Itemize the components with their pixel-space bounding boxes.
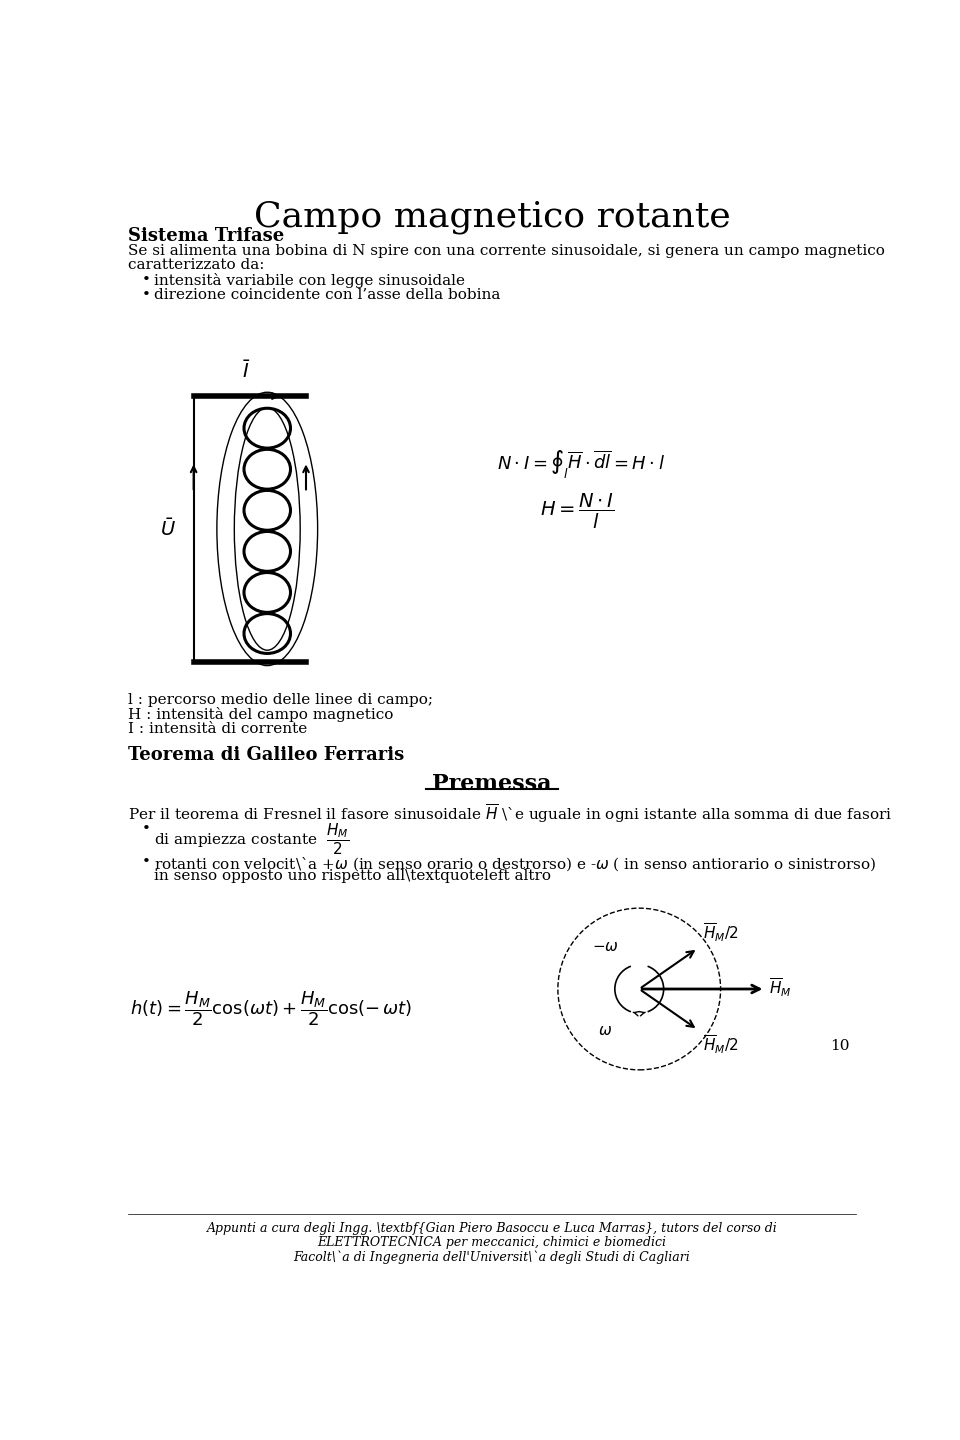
Text: Campo magnetico rotante: Campo magnetico rotante bbox=[253, 200, 731, 233]
Text: Se si alimenta una bobina di N spire con una corrente sinusoidale, si genera un : Se si alimenta una bobina di N spire con… bbox=[128, 245, 884, 258]
Text: I : intensità di corrente: I : intensità di corrente bbox=[128, 721, 307, 736]
Text: $\overline{H}_M/2$: $\overline{H}_M/2$ bbox=[703, 922, 738, 945]
Text: H : intensità del campo magnetico: H : intensità del campo magnetico bbox=[128, 707, 394, 723]
Text: •: • bbox=[142, 822, 151, 835]
Text: •: • bbox=[142, 288, 151, 301]
Text: Facolt\`a di Ingegneria dell'Universit\`a degli Studi di Cagliari: Facolt\`a di Ingegneria dell'Universit\`… bbox=[294, 1250, 690, 1263]
Text: •: • bbox=[142, 274, 151, 287]
Text: $-\omega$: $-\omega$ bbox=[591, 940, 618, 953]
Text: Premessa: Premessa bbox=[432, 773, 552, 795]
Text: $\overline{H}_M$: $\overline{H}_M$ bbox=[769, 976, 792, 999]
Text: $h(t) = \dfrac{H_M}{2}\cos(\omega t) + \dfrac{H_M}{2}\cos(-\,\omega t)$: $h(t) = \dfrac{H_M}{2}\cos(\omega t) + \… bbox=[130, 989, 412, 1028]
Text: direzione coincidente con l’asse della bobina: direzione coincidente con l’asse della b… bbox=[155, 288, 500, 301]
Text: •: • bbox=[142, 855, 151, 868]
Text: Teorema di Galileo Ferraris: Teorema di Galileo Ferraris bbox=[128, 746, 404, 765]
Text: intensità variabile con legge sinusoidale: intensità variabile con legge sinusoidal… bbox=[155, 274, 465, 288]
Text: ELETTROTECNICA per meccanici, chimici e biomedici: ELETTROTECNICA per meccanici, chimici e … bbox=[318, 1236, 666, 1248]
Text: $N \cdot I = \oint_l \overline{H} \cdot \overline{dl} = H \cdot l$: $N \cdot I = \oint_l \overline{H} \cdot … bbox=[497, 448, 665, 480]
Text: Per il teorema di Fresnel il fasore sinusoidale $\overline{H}$ \`e uguale in ogn: Per il teorema di Fresnel il fasore sinu… bbox=[128, 802, 892, 825]
Text: $H = \dfrac{N \cdot I}{l}$: $H = \dfrac{N \cdot I}{l}$ bbox=[540, 492, 614, 531]
Text: di ampiezza costante  $\dfrac{H_M}{2}$: di ampiezza costante $\dfrac{H_M}{2}$ bbox=[155, 822, 349, 857]
Text: rotanti con velocit\`a +$\omega$ (in senso orario o destrorso) e -$\omega$ ( in : rotanti con velocit\`a +$\omega$ (in sen… bbox=[155, 855, 876, 873]
Text: $\omega$: $\omega$ bbox=[598, 1024, 612, 1038]
Text: l : percorso medio delle linee di campo;: l : percorso medio delle linee di campo; bbox=[128, 693, 433, 707]
Text: 10: 10 bbox=[830, 1040, 850, 1053]
Text: Appunti a cura degli Ingg. \textbf{Gian Piero Basoccu e Luca Marras}, tutors del: Appunti a cura degli Ingg. \textbf{Gian … bbox=[206, 1221, 778, 1234]
Text: $\bar{U}$: $\bar{U}$ bbox=[160, 518, 176, 540]
Text: $\overline{H}_M/2$: $\overline{H}_M/2$ bbox=[703, 1034, 738, 1056]
Text: caratterizzato da:: caratterizzato da: bbox=[128, 258, 264, 272]
Text: Sistema Trifase: Sistema Trifase bbox=[128, 226, 284, 245]
Text: $\bar{I}$: $\bar{I}$ bbox=[242, 360, 251, 382]
Text: in senso opposto uno rispetto all\textquoteleft altro: in senso opposto uno rispetto all\textqu… bbox=[155, 868, 551, 883]
